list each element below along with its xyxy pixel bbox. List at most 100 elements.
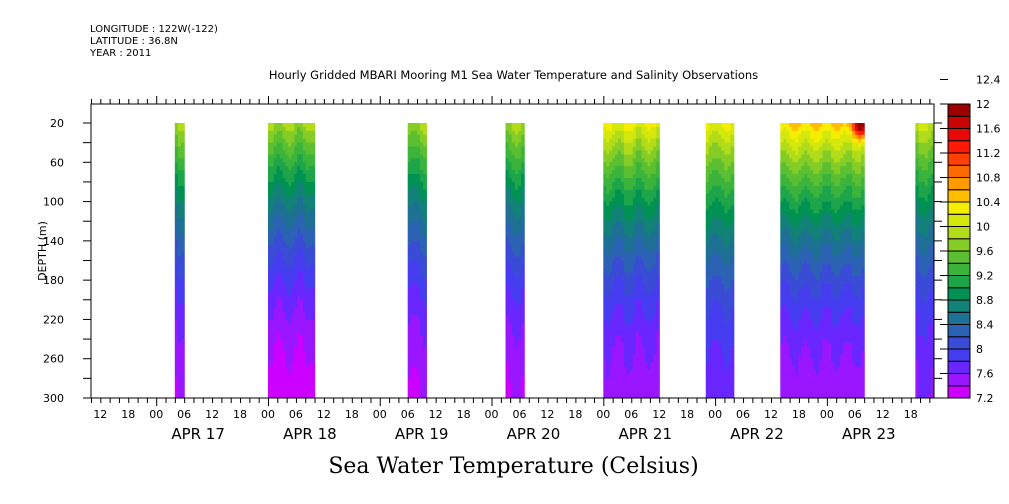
- heat-cell: [285, 252, 289, 258]
- heat-cell: [311, 240, 316, 246]
- heat-cell: [644, 315, 649, 321]
- heat-cell: [606, 134, 610, 140]
- heat-cell: [656, 288, 660, 293]
- heat-cell: [656, 327, 660, 332]
- heat-cell: [647, 236, 651, 242]
- heat-cell: [629, 221, 634, 226]
- heat-cell: [626, 154, 631, 159]
- heat-cell: [792, 311, 796, 317]
- heat-cell: [294, 386, 298, 391]
- heat-cell: [792, 343, 796, 348]
- heat-cell: [417, 256, 421, 262]
- heat-cell: [311, 346, 316, 352]
- heat-cell: [626, 130, 631, 136]
- heat-cell: [644, 130, 649, 136]
- heat-cell: [288, 358, 292, 364]
- heat-cell: [653, 205, 657, 211]
- heat-cell: [308, 303, 313, 309]
- heat-cell: [294, 303, 298, 309]
- heat-cell: [647, 358, 651, 364]
- heat-cell: [305, 311, 310, 317]
- heat-cell: [505, 354, 510, 360]
- heat-cell: [420, 201, 424, 207]
- heat-cell: [708, 248, 713, 254]
- heat-cell: [285, 185, 289, 191]
- heat-cell: [417, 252, 421, 258]
- heat-cell: [623, 130, 628, 136]
- heat-cell: [650, 378, 654, 383]
- heat-cell: [517, 174, 522, 179]
- heat-cell: [629, 311, 634, 317]
- heat-cell: [270, 295, 275, 301]
- heat-cell: [801, 209, 805, 214]
- heat-cell: [514, 327, 519, 332]
- heat-cell: [297, 335, 301, 340]
- heat-cell: [620, 315, 625, 321]
- heat-cell: [311, 126, 316, 132]
- heat-cell: [730, 162, 735, 167]
- heat-cell: [804, 386, 808, 391]
- heat-cell: [612, 272, 616, 277]
- heat-cell: [423, 350, 427, 356]
- heat-cell: [311, 162, 316, 167]
- heat-cell: [177, 134, 182, 140]
- heat-cell: [623, 319, 628, 324]
- heat-cell: [267, 382, 272, 387]
- heat-cell: [632, 362, 637, 368]
- heat-cell: [653, 354, 657, 360]
- heat-cell: [270, 146, 275, 152]
- heat-cell: [305, 166, 310, 171]
- heat-cell: [517, 162, 522, 167]
- heat-cell: [291, 256, 295, 262]
- heat-cell: [618, 213, 622, 218]
- heat-cell: [635, 335, 640, 340]
- heat-cell: [730, 166, 735, 171]
- heat-cell: [618, 343, 622, 348]
- heat-cell: [294, 201, 298, 207]
- heat-cell: [721, 382, 726, 387]
- heat-cell: [609, 339, 613, 344]
- heat-cell: [177, 366, 182, 372]
- heat-cell: [606, 323, 610, 328]
- heat-cell: [609, 240, 613, 246]
- heat-cell: [508, 264, 513, 269]
- heat-cell: [517, 295, 522, 301]
- heat-cell: [618, 248, 622, 254]
- heat-cell: [612, 291, 616, 297]
- heat-cell: [181, 170, 185, 175]
- heat-cell: [635, 213, 640, 218]
- heat-cell: [635, 185, 640, 191]
- heat-cell: [407, 189, 412, 195]
- heat-cell: [511, 390, 516, 395]
- heat-cell: [517, 327, 522, 332]
- heat-cell: [810, 221, 814, 226]
- heat-cell: [653, 272, 657, 277]
- heat-cell: [420, 229, 424, 234]
- heat-cell: [294, 331, 298, 336]
- heat-cell: [641, 295, 646, 301]
- heat-cell: [807, 291, 811, 297]
- heat-cell: [285, 244, 289, 250]
- heat-cell: [294, 158, 298, 163]
- heat-cell: [810, 201, 814, 207]
- heat-cell: [612, 123, 616, 128]
- heat-cell: [407, 299, 412, 305]
- heat-cell: [724, 185, 729, 191]
- heat-cell: [795, 319, 799, 324]
- heat-cell: [644, 162, 649, 167]
- heat-cell: [644, 276, 649, 281]
- heat-cell: [795, 390, 799, 395]
- heat-cell: [407, 162, 412, 167]
- heat-cell: [521, 315, 525, 321]
- heat-cell: [650, 244, 654, 250]
- heat-cell: [718, 374, 722, 379]
- heat-cell: [305, 315, 310, 321]
- heat-cell: [807, 154, 811, 159]
- heat-cell: [623, 315, 628, 321]
- heat-cell: [273, 284, 278, 289]
- heat-cell: [618, 386, 622, 391]
- heat-cell: [623, 189, 628, 195]
- heat-cell: [297, 166, 301, 171]
- heat-cell: [647, 307, 651, 313]
- heat-cell: [653, 295, 657, 301]
